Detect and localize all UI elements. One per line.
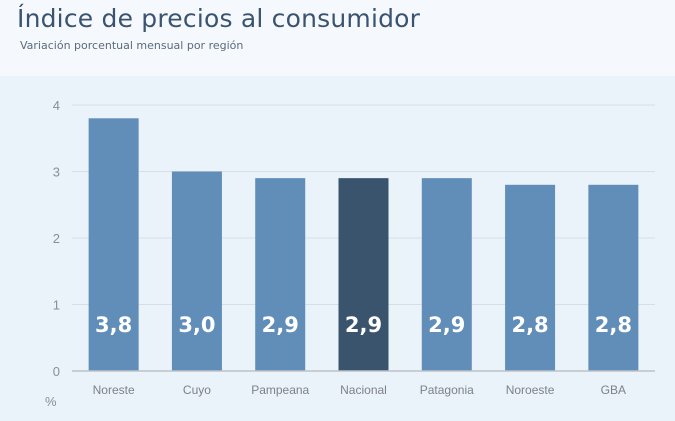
bar-patagonia bbox=[421, 178, 472, 371]
y-tick-label: 0 bbox=[53, 364, 60, 379]
bar-cuyo bbox=[171, 171, 222, 371]
bar-pampeana bbox=[255, 178, 306, 371]
bar-value-label: 2,8 bbox=[595, 313, 632, 337]
bar-value-label: 3,0 bbox=[178, 313, 215, 337]
y-axis-unit-label: % bbox=[45, 394, 57, 409]
chart-title: Índice de precios al consumidor bbox=[17, 4, 421, 33]
x-tick-label: Cuyo bbox=[183, 383, 211, 397]
bar-value-label: 2,8 bbox=[511, 313, 548, 337]
x-tick-label: Noroeste bbox=[506, 383, 555, 397]
x-tick-label: Patagonia bbox=[420, 383, 474, 397]
x-tick-label: Noreste bbox=[93, 383, 135, 397]
chart-subtitle: Variación porcentual mensual por región bbox=[20, 39, 244, 52]
y-tick-label: 4 bbox=[53, 98, 60, 113]
bar-value-label: 2,9 bbox=[262, 313, 299, 337]
y-tick-label: 3 bbox=[53, 165, 60, 180]
bar-value-label: 2,9 bbox=[428, 313, 465, 337]
x-tick-label: Pampeana bbox=[251, 383, 309, 397]
bar-value-label: 2,9 bbox=[345, 313, 382, 337]
y-tick-label: 2 bbox=[53, 231, 60, 246]
x-tick-label: Nacional bbox=[340, 383, 387, 397]
bar-value-label: 3,8 bbox=[95, 313, 132, 337]
y-tick-label: 1 bbox=[53, 298, 60, 313]
bar-gba bbox=[588, 184, 639, 371]
bar-noroeste bbox=[505, 184, 556, 371]
bar-nacional bbox=[338, 178, 389, 371]
x-tick-label: GBA bbox=[601, 383, 626, 397]
bar-noreste bbox=[88, 118, 139, 371]
